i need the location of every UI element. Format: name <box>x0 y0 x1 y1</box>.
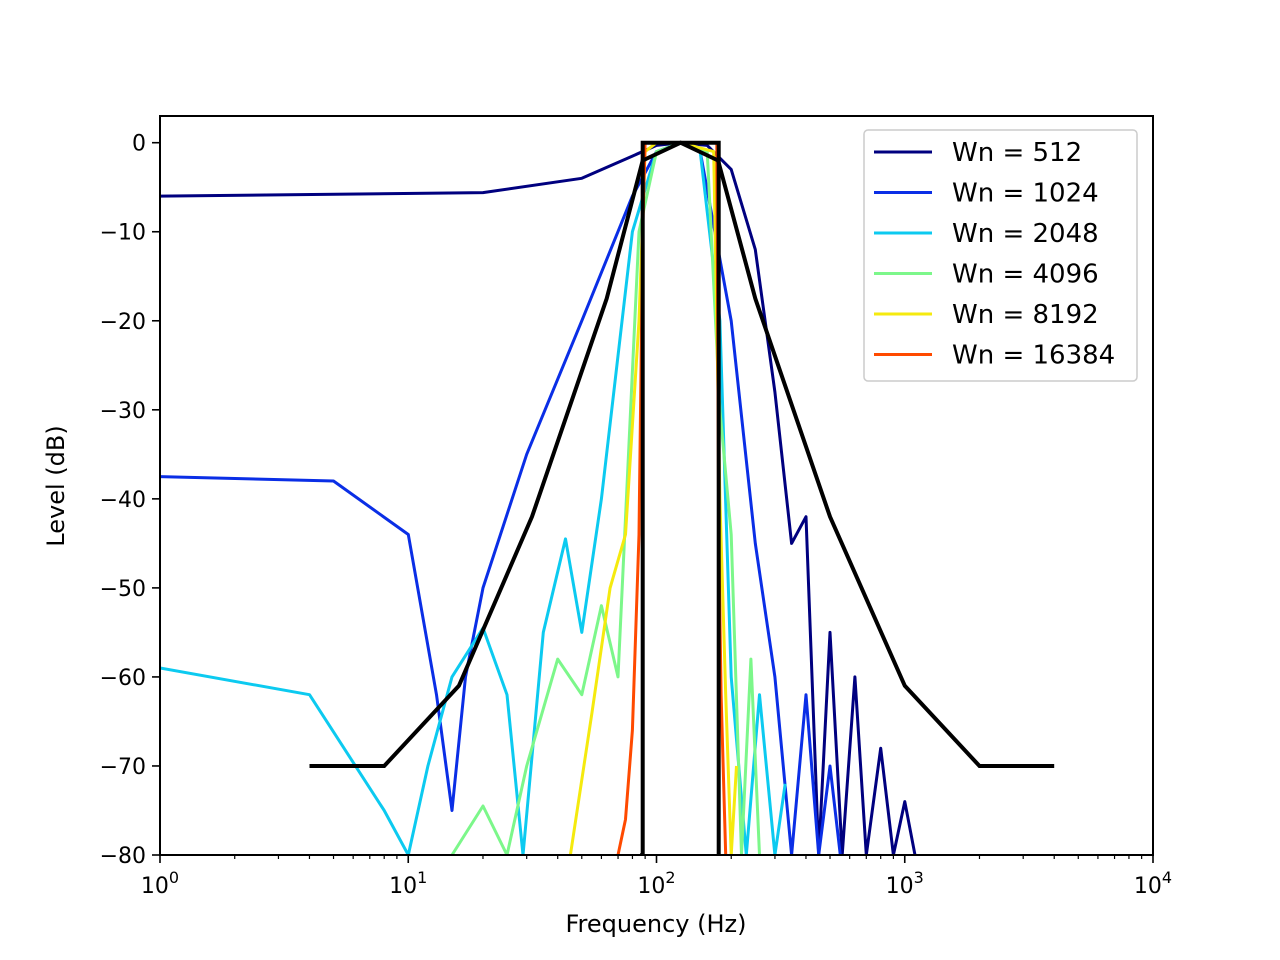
legend-label-wn-4096: Wn = 4096 <box>952 260 1099 290</box>
legend-label-wn-512: Wn = 512 <box>952 138 1082 168</box>
mask-line-2 <box>640 140 721 855</box>
mask-layer <box>309 140 1055 855</box>
x-tick-label: 102 <box>637 868 675 899</box>
y-tick-label: −40 <box>100 488 146 513</box>
legend: Wn = 512 Wn = 1024 Wn = 2048 Wn = 4096 Wn = … <box>863 129 1138 382</box>
y-tick-label: −70 <box>100 755 146 780</box>
legend-label-wn-2048: Wn = 2048 <box>952 219 1099 249</box>
legend-box <box>863 129 1138 382</box>
series-line-wn-2048 <box>160 141 787 855</box>
series-line-wn-512 <box>160 141 917 855</box>
x-tick-label: 103 <box>886 868 924 899</box>
y-tick-label: −20 <box>100 310 146 335</box>
y-tick-label: −10 <box>100 221 146 246</box>
legend-label-wn-1024: Wn = 1024 <box>952 179 1099 209</box>
x-tick-label: 104 <box>1134 868 1172 899</box>
y-tick-label: −30 <box>100 399 146 424</box>
y-tick-label: −50 <box>100 577 146 602</box>
y-axis-label: Level (dB) <box>42 425 70 546</box>
legend-label-wn-8192: Wn = 8192 <box>952 300 1099 330</box>
y-tick-label: 0 <box>132 132 146 157</box>
y-tick-label: −80 <box>100 844 146 869</box>
y-tick-label: −60 <box>100 666 146 691</box>
legend-label-wn-16384: Wn = 16384 <box>952 341 1115 371</box>
series-line-wn-16384 <box>616 141 728 855</box>
x-axis-label: Frequency (Hz) <box>566 910 747 938</box>
series-line-wn-4096 <box>450 141 761 855</box>
x-tick-label: 101 <box>389 868 427 899</box>
x-tick-label: 100 <box>141 868 179 899</box>
x-axis: 100 101 102 103 104 <box>141 855 1172 899</box>
y-axis: 0 −10 −20 −30 −40 −50 −60 −70 −80 <box>100 132 160 869</box>
